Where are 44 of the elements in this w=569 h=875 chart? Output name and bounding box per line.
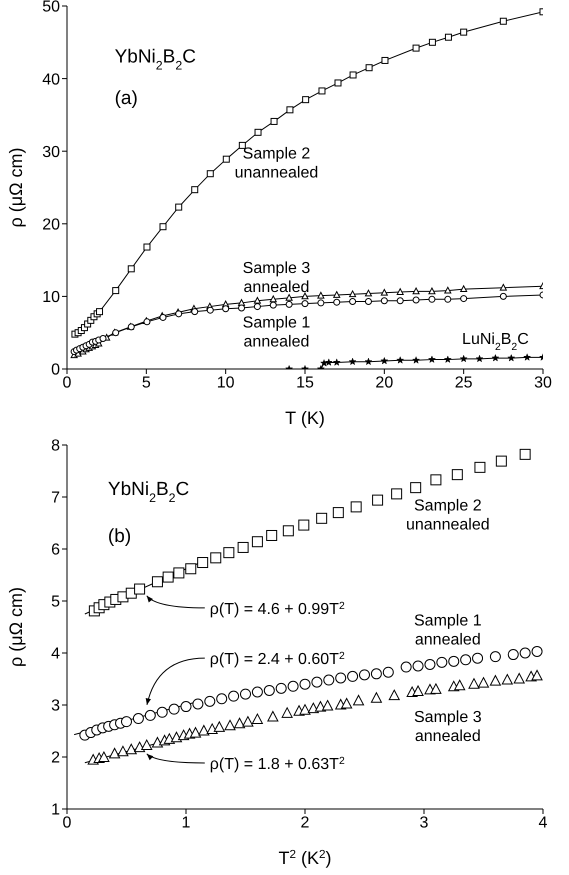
y-tick-label: 2 bbox=[51, 750, 60, 767]
x-tick-label: 10 bbox=[216, 374, 235, 392]
x-axis-title: T (K) bbox=[285, 408, 325, 428]
y-tick-label: 0 bbox=[51, 362, 60, 379]
series-label: Sample 2 unannealed bbox=[234, 146, 318, 182]
annotation: (a) bbox=[114, 88, 138, 110]
y-axis-title: ρ (μΩ cm) bbox=[6, 147, 26, 228]
annotation: YbNi$_{2}$B$_{2}$C bbox=[108, 478, 190, 505]
series-label: Sample 3 annealed bbox=[414, 708, 482, 745]
annotation: YbNi$_{2}$B$_{2}$C bbox=[114, 46, 196, 72]
y-tick-label: 8 bbox=[51, 438, 60, 455]
y-tick-label: 1 bbox=[51, 802, 60, 819]
y-tick-label: 4 bbox=[51, 646, 60, 663]
x-tick-label: 0 bbox=[62, 374, 72, 392]
x-tick-label: 3 bbox=[420, 814, 429, 832]
x-tick-label: 5 bbox=[142, 374, 151, 392]
y-tick-label: 10 bbox=[42, 289, 60, 306]
y-tick-label: 30 bbox=[42, 144, 60, 161]
y-tick-label: 7 bbox=[51, 490, 60, 507]
x-tick-label: 4 bbox=[538, 814, 548, 832]
series-label: LuNi$_{2}$B$_{2}$C bbox=[462, 331, 529, 353]
x-tick-label: 2 bbox=[300, 814, 310, 832]
x-axis-title: T$^{2}$ (K$^{2}$) bbox=[278, 848, 332, 868]
series-label: Sample 1 annealed bbox=[242, 314, 310, 350]
x-tick-label: 0 bbox=[62, 814, 72, 832]
y-tick-label: 20 bbox=[42, 216, 60, 234]
series-label: Sample 1 annealed bbox=[414, 612, 482, 648]
x-tick-label: 15 bbox=[296, 374, 314, 392]
x-tick-label: 20 bbox=[375, 374, 394, 392]
y-tick-label: 3 bbox=[51, 698, 60, 715]
y-tick-label: 5 bbox=[51, 594, 60, 611]
annotation: (b) bbox=[108, 526, 132, 547]
y-tick-label: 6 bbox=[51, 542, 60, 559]
x-tick-label: 30 bbox=[534, 374, 552, 392]
annotation: ρ(T) = 2.4 + 0.60T$^{2}$ bbox=[210, 650, 345, 668]
y-axis-title: ρ (μΩ cm) bbox=[6, 586, 26, 668]
series-label: Sample 3 annealed bbox=[242, 260, 310, 296]
y-tick-label: 50 bbox=[42, 0, 60, 16]
annotation: ρ(T) = 1.8 + 0.63T$^{2}$ bbox=[210, 755, 345, 773]
series-label: Sample 2 unannealed bbox=[406, 498, 490, 534]
x-tick-label: 1 bbox=[182, 814, 191, 832]
x-tick-label: 25 bbox=[454, 374, 473, 392]
annotation: ρ(T) = 4.6 + 0.99T$^{2}$ bbox=[210, 600, 345, 618]
y-tick-label: 40 bbox=[42, 71, 60, 88]
